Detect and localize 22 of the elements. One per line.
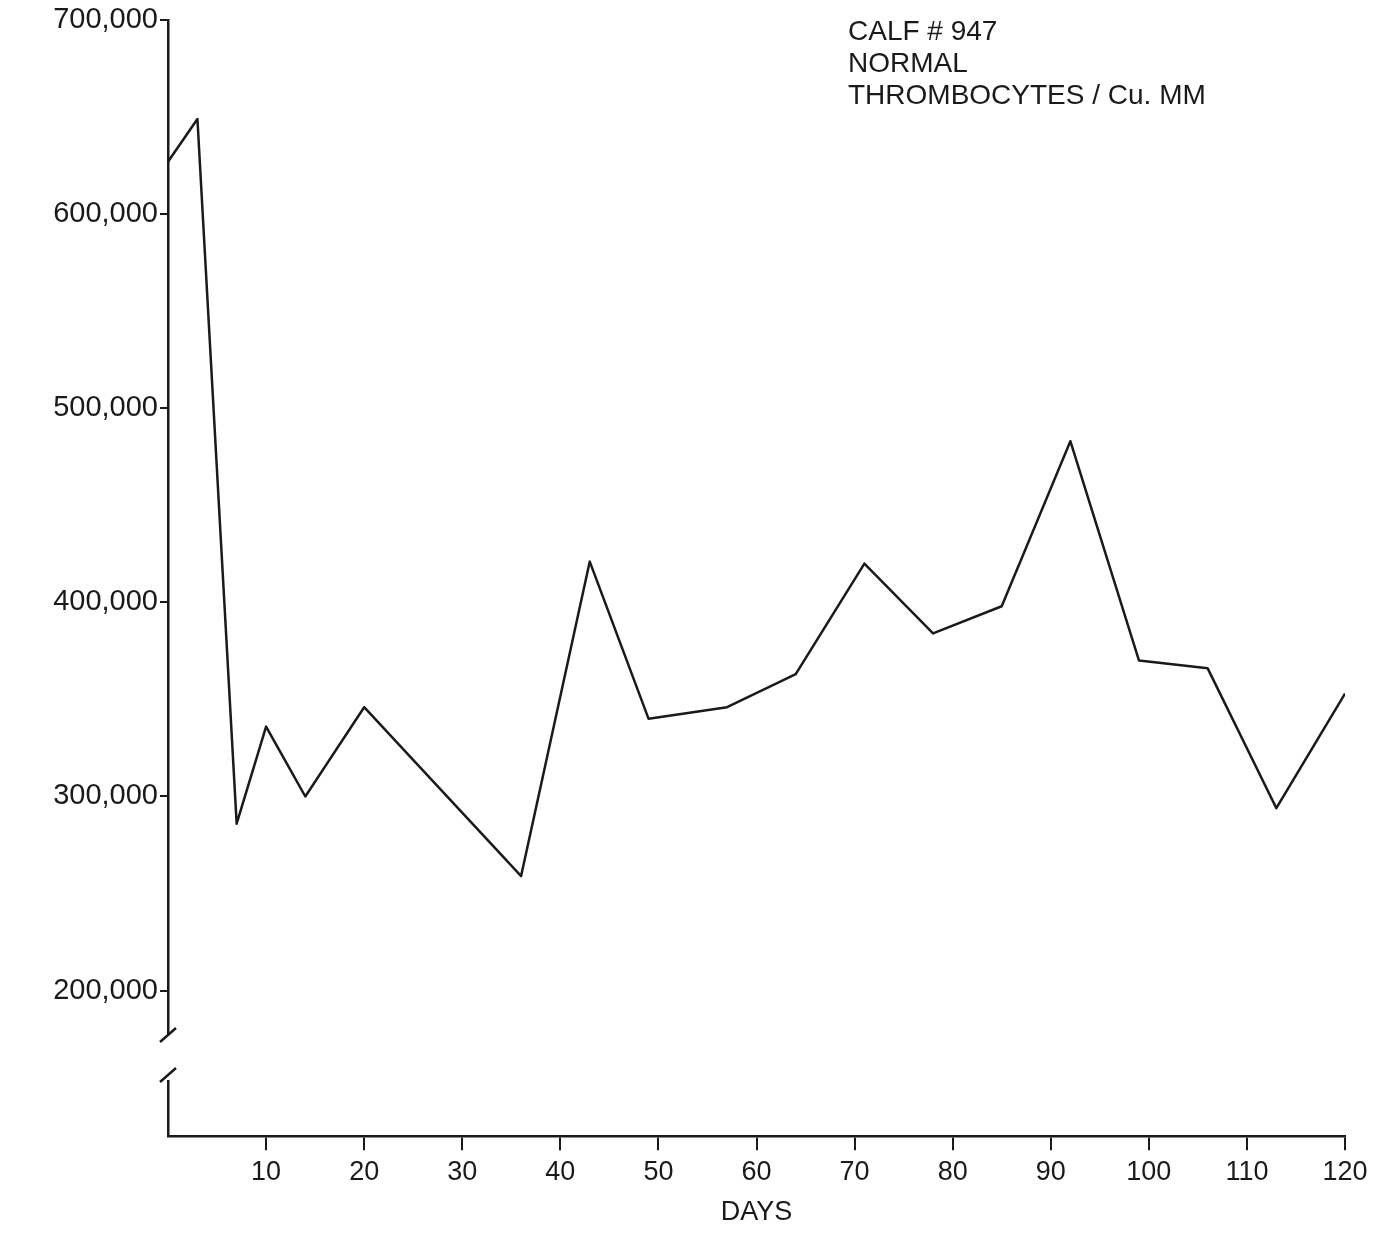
x-tick-label: 40 [545,1155,576,1186]
y-tick-label: 700,000 [53,2,158,34]
y-tick-label: 200,000 [53,972,158,1005]
y-tick-label: 600,000 [53,196,158,229]
x-axis-title: DAYS [720,1196,793,1227]
x-tick-label: 110 [1225,1155,1269,1186]
x-tick-label: 60 [741,1155,772,1186]
y-tick-label: 300,000 [53,778,158,811]
x-tick-label: 10 [251,1155,282,1186]
x-tick-label: 20 [349,1155,380,1186]
x-tick-label: 70 [839,1155,870,1186]
x-tick-label: 80 [937,1155,968,1186]
annotation: NORMAL [848,46,968,78]
x-tick-label: 50 [643,1155,674,1186]
annotation: CALF # 947 [848,14,998,46]
x-tick-label: 100 [1126,1155,1172,1186]
annotation: THROMBOCYTES / Cu. MM [848,78,1206,110]
y-tick-label: 400,000 [53,584,158,617]
x-tick-label: 90 [1035,1155,1066,1186]
x-tick-label: 30 [447,1155,478,1186]
y-tick-label: 500,000 [53,390,158,423]
x-tick-label: 120 [1322,1155,1368,1186]
